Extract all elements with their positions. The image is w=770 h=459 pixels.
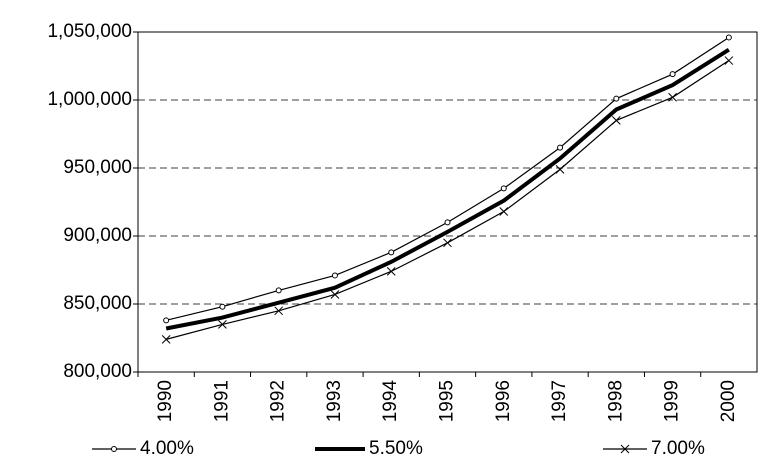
x-tick-label: 1990 [155, 380, 176, 422]
y-tick-label: 1,000,000 [47, 89, 132, 110]
marker [218, 320, 227, 329]
marker [724, 56, 734, 65]
legend-label: 5.50% [369, 438, 423, 459]
x-tick-label: 1997 [549, 380, 570, 422]
marker [669, 71, 676, 78]
y-tick-label: 800,000 [63, 361, 132, 382]
x-tick-label: 1998 [605, 380, 626, 422]
marker [443, 238, 452, 248]
marker [557, 144, 564, 151]
marker [219, 303, 226, 310]
marker [274, 306, 284, 316]
marker [111, 446, 117, 452]
x-tick-label: 1996 [493, 380, 514, 422]
y-tick-label: 850,000 [63, 293, 132, 314]
series-line [165, 60, 730, 340]
x-tick-label: 1991 [211, 380, 232, 422]
legend-label: 7.00% [651, 438, 705, 459]
x-tick-label: 1999 [662, 380, 683, 422]
x-tick-label: 1995 [437, 380, 458, 422]
marker [611, 116, 621, 125]
y-tick-label: 1,050,000 [47, 21, 132, 42]
x-tick-label: 2000 [718, 380, 739, 422]
marker [499, 207, 509, 216]
marker [620, 444, 630, 454]
series-line [165, 47, 730, 331]
marker [668, 92, 677, 102]
y-tick-label: 900,000 [63, 225, 132, 246]
legend-label: 4.00% [140, 438, 194, 459]
x-tick-label: 1992 [268, 380, 289, 422]
x-tick-label: 1993 [324, 380, 345, 422]
marker [725, 34, 732, 41]
plot-area [137, 31, 758, 373]
marker [163, 317, 170, 324]
marker [555, 165, 565, 174]
marker [330, 290, 340, 299]
marker [275, 287, 282, 294]
marker [161, 335, 171, 344]
marker [388, 249, 395, 256]
marker [500, 185, 507, 192]
marker [331, 272, 338, 279]
marker [386, 267, 396, 276]
y-tick-label: 950,000 [63, 157, 132, 178]
marker [613, 95, 620, 102]
series-line [165, 36, 730, 321]
x-tick-label: 1994 [380, 380, 401, 423]
marker [444, 219, 451, 226]
